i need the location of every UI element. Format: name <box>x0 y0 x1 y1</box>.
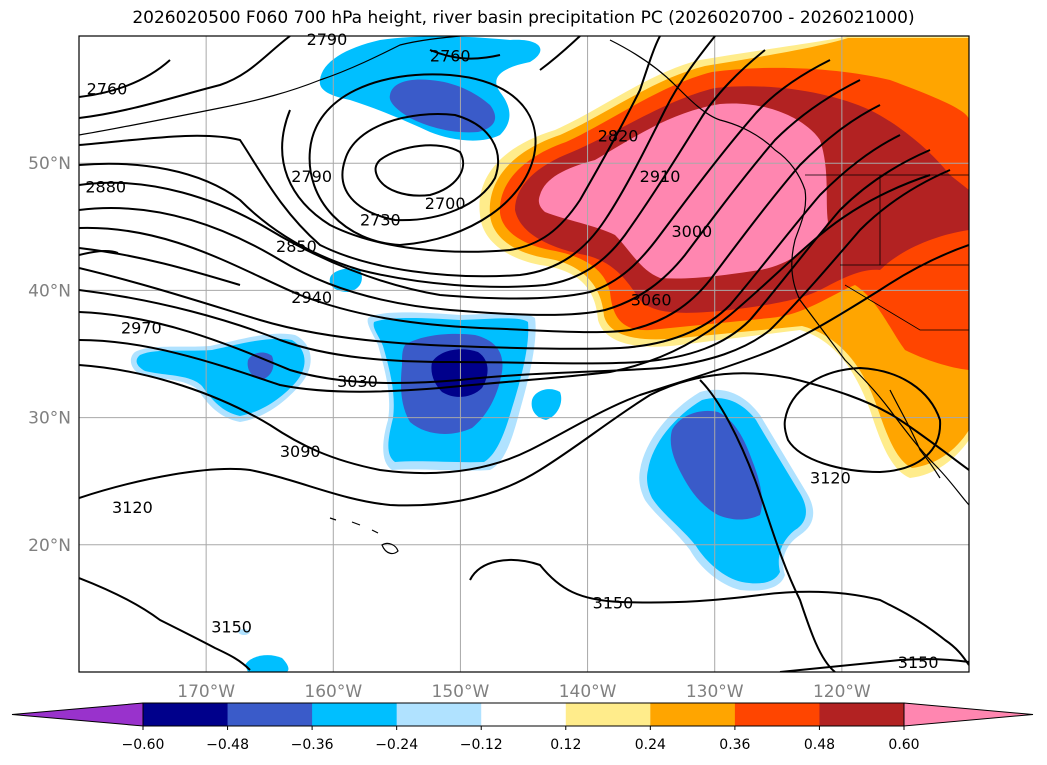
fill-negative-036-west <box>247 352 274 380</box>
contour-2790 <box>79 36 661 253</box>
coastlines <box>79 36 969 555</box>
contour-2910 <box>79 79 861 316</box>
contour-label: 3150 <box>898 653 939 672</box>
lon-tick-label: 170°W <box>177 682 235 702</box>
coastline-alaska <box>79 36 461 136</box>
colorbar-tick-label: −0.12 <box>460 737 503 753</box>
contour-2820 <box>79 36 716 278</box>
contour-label: 3030 <box>337 372 378 391</box>
lat-tick-label: 30°N <box>28 409 71 429</box>
colorbar-tick-label: −0.24 <box>375 737 418 753</box>
lon-tick-label: 140°W <box>559 682 617 702</box>
lon-tick-label: 160°W <box>304 682 362 702</box>
colorbar-extend-low <box>11 702 144 727</box>
colorbar-tick-label: 0.36 <box>719 737 750 753</box>
contour-label: 3120 <box>112 498 153 517</box>
colorbar-bin <box>227 703 313 726</box>
contour-label: 2790 <box>291 167 332 186</box>
colorbar-tick-label: −0.48 <box>206 737 249 753</box>
fill-negative-024-small4 <box>245 655 289 672</box>
contour-2880 <box>79 59 831 300</box>
hawaii-islands <box>329 517 399 555</box>
contour-label: 3090 <box>280 442 321 461</box>
contour-label: 2880 <box>85 177 126 196</box>
colorbar-tick-label: 0.24 <box>635 737 666 753</box>
colorbar-bin <box>143 703 229 726</box>
colorbar-tick-label: 0.12 <box>550 737 581 753</box>
state-border-4 <box>844 284 969 331</box>
contour-2730 <box>341 113 500 222</box>
coastline-baja <box>889 389 941 479</box>
contour-3150-south <box>469 559 969 666</box>
contour-3090 <box>79 244 969 475</box>
precipitation-pc-fills <box>130 36 969 672</box>
contour-label: 2850 <box>276 237 317 256</box>
lat-lon-grid <box>79 36 969 672</box>
colorbar-bin <box>565 703 651 726</box>
fill-positive-060 <box>538 103 828 279</box>
contour-label: 3150 <box>593 593 634 612</box>
contour-3120-west <box>79 372 969 507</box>
lon-tick-label: 120°W <box>813 682 871 702</box>
contour-label: 3060 <box>631 291 672 310</box>
contour-2940 <box>79 104 881 334</box>
contour-2760-lower <box>308 73 537 247</box>
colorbar-bin <box>819 703 905 726</box>
lon-tick-label: 150°W <box>432 682 490 702</box>
fill-negative-012-small3 <box>238 629 250 635</box>
chart-title: 2026020500 F060 700 hPa height, river ba… <box>132 8 915 28</box>
contour-label: 3000 <box>671 222 712 241</box>
contour-label: 2730 <box>360 210 401 229</box>
axis-tick-labels: 170°W 160°W 150°W 140°W 130°W 120°W 20°N 30°N 40… <box>28 154 871 702</box>
fill-negative-036-se <box>670 410 763 520</box>
colorbar-bin <box>650 703 736 726</box>
colorbar-tick-label: −0.60 <box>122 737 165 753</box>
contour-label: 2700 <box>425 194 466 213</box>
contour-label: 2790 <box>307 30 348 49</box>
lat-tick-label: 50°N <box>28 154 71 174</box>
colorbar-bin <box>481 703 567 726</box>
height-contours <box>79 36 969 672</box>
contour-label-layer: 2790 2760 2760 2790 2880 2730 2700 2850 2820 2910… <box>85 30 939 672</box>
contour-3060 <box>79 174 931 393</box>
colorbar-tick-label: 0.48 <box>804 737 835 753</box>
contour-label: 3120 <box>810 469 851 488</box>
colorbar-tick-label: −0.36 <box>291 737 334 753</box>
contour-3120-closed <box>783 366 942 474</box>
contour-3000 <box>79 149 931 365</box>
contour-3120-arc <box>699 379 836 672</box>
lat-tick-label: 20°N <box>28 536 71 556</box>
contour-3150-bottom <box>779 658 969 672</box>
colorbar-outline <box>142 702 905 727</box>
colorbar-extend-high <box>903 702 1034 727</box>
colorbar-bin <box>396 703 482 726</box>
contour-2700 <box>374 144 465 197</box>
colorbar-bin <box>734 703 820 726</box>
colorbar: −0.60 −0.48 −0.36 −0.24 −0.12 0.12 0.24 0.36 0.4… <box>11 702 1034 753</box>
contour-label: 2940 <box>291 288 332 307</box>
contour-2850 <box>79 49 766 288</box>
lat-tick-label: 40°N <box>28 281 71 301</box>
contour-2970-left <box>79 249 119 256</box>
coastline-north-america <box>609 39 969 506</box>
contour-label: 3150 <box>211 617 252 636</box>
contour-label: 2760 <box>430 46 471 65</box>
lon-tick-label: 130°W <box>686 682 744 702</box>
contour-label: 2760 <box>87 79 128 98</box>
contour-label: 2970 <box>121 319 162 338</box>
colorbar-bin <box>312 703 398 726</box>
contour-label: 2820 <box>598 126 639 145</box>
contour-label: 2910 <box>640 167 681 186</box>
contour-3150-west <box>79 577 251 671</box>
contour-2760-upper <box>79 49 501 98</box>
colorbar-tick-label: 0.60 <box>888 737 919 753</box>
fill-negative-024-small2 <box>531 389 562 420</box>
map-frame <box>78 35 970 673</box>
